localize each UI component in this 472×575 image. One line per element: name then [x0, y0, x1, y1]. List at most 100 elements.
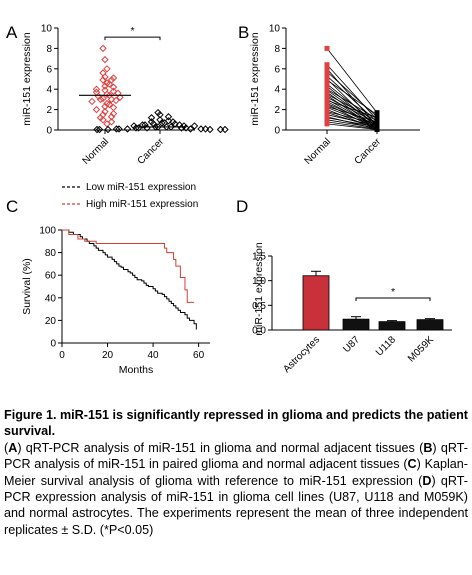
- caption-part-c: Kaplan-Meier survival analysis of glioma…: [4, 457, 468, 488]
- y-axis-label: miR-151 expression: [249, 32, 261, 126]
- pair-line: [326, 111, 378, 125]
- data-point: [116, 93, 124, 102]
- data-point: [109, 74, 118, 82]
- panel-a: A 0 2 4 6 8 10 miR-151 expression Normal Cancer *: [6, 23, 229, 167]
- bar: [302, 275, 330, 331]
- figure-caption: Figure 1. miR-151 is significantly repre…: [4, 408, 468, 537]
- y-tick-label: 10: [269, 24, 281, 35]
- pair-line: [326, 121, 378, 130]
- y-tick-label: 6: [274, 64, 280, 75]
- y-tick-label: 0.0: [252, 326, 266, 337]
- data-point: [167, 123, 175, 131]
- pair-line: [326, 117, 378, 128]
- data-point: [109, 109, 118, 118]
- panel-c: C 0 20 40 60 80 100 0 20 40 60 Survival (%) Months Lo…: [6, 182, 210, 376]
- data-point: [88, 97, 96, 106]
- data-point: [99, 44, 107, 53]
- caption-tag-d: D: [422, 473, 432, 488]
- data-point: [112, 125, 121, 133]
- data-point: [107, 113, 116, 121]
- y-tick-label: 0: [274, 126, 280, 137]
- normal-point: [324, 62, 330, 68]
- y-tick-label: 2: [46, 105, 52, 116]
- pair-line: [326, 97, 378, 124]
- pair-line: [326, 99, 378, 128]
- x-tick-label: 0: [59, 350, 65, 361]
- data-point: [115, 125, 123, 133]
- pair-line: [326, 64, 378, 121]
- bar: [378, 321, 406, 331]
- data-point: [101, 73, 109, 81]
- data-point: [123, 125, 132, 133]
- pair-line: [326, 106, 378, 123]
- panel-letter: B: [238, 23, 249, 42]
- data-point: [109, 83, 118, 91]
- y-tick-label: 8: [274, 44, 280, 55]
- pair-line: [326, 119, 378, 129]
- y-axis-label: Survival (%): [21, 258, 33, 315]
- data-point: [104, 125, 112, 134]
- data-point: [156, 110, 164, 119]
- data-point: [101, 82, 109, 90]
- y-tick-label: 0: [50, 339, 56, 350]
- data-point: [190, 122, 199, 130]
- y-tick-label: 6: [46, 64, 52, 75]
- y-tick-label: 1.0: [252, 276, 266, 287]
- data-point: [147, 118, 156, 126]
- caption-part-a: qRT-PCR analysis of miR-151 in glioma an…: [25, 440, 415, 455]
- data-point: [96, 95, 105, 104]
- legend-label: High miR-151 expression: [86, 199, 198, 210]
- y-tick-label: 20: [45, 316, 57, 327]
- data-point: [147, 114, 156, 122]
- data-point: [101, 86, 109, 94]
- caption-part-d: qRT-PCR expression analysis of miR-151 i…: [4, 473, 468, 537]
- x-tick-label: Normal: [303, 136, 334, 167]
- y-tick-label: 8: [46, 44, 52, 55]
- y-tick-label: 2: [274, 105, 280, 116]
- y-tick-label: 100: [39, 226, 56, 237]
- caption-tag-b: B: [423, 440, 433, 455]
- x-tick-label: U118: [374, 334, 398, 358]
- y-axis-label: miR-151 expression: [21, 32, 33, 126]
- y-tick-label: 0: [46, 126, 52, 137]
- x-tick-label: 20: [102, 350, 114, 361]
- panel-letter: A: [6, 23, 18, 42]
- x-tick-label: 60: [193, 350, 205, 361]
- x-tick-label: Cancer: [353, 136, 384, 167]
- data-point: [201, 125, 210, 133]
- pair-line: [326, 48, 378, 113]
- y-tick-label: 0.5: [252, 301, 266, 312]
- cancer-point: [374, 115, 380, 121]
- normal-point: [324, 69, 330, 75]
- y-tick-label: 4: [46, 85, 52, 96]
- y-tick-label: 1.5: [252, 252, 266, 263]
- significance-bracket: [355, 297, 431, 301]
- pair-line: [326, 93, 378, 122]
- data-point: [206, 125, 214, 134]
- data-point: [141, 121, 149, 129]
- data-point: [154, 123, 162, 131]
- caption-tag-a: A: [8, 440, 18, 455]
- low-survival-curve: [62, 229, 197, 330]
- normal-point: [324, 66, 330, 72]
- normal-point: [324, 45, 330, 51]
- pair-line: [326, 104, 378, 130]
- y-tick-label: 60: [45, 271, 57, 282]
- caption-part-b: qRT-PCR analysis of miR-151 in paired gl…: [4, 440, 468, 472]
- y-tick-label: 40: [45, 293, 57, 304]
- y-tick-label: 10: [41, 24, 53, 35]
- x-tick-label: Astrocytes: [281, 334, 322, 375]
- pair-line: [326, 114, 378, 127]
- panel-letter: C: [6, 197, 18, 216]
- legend-label: Low miR-151 expression: [86, 182, 196, 193]
- data-point: [107, 118, 116, 126]
- x-tick-label: 40: [148, 350, 160, 361]
- cancer-point: [374, 112, 380, 118]
- data-point: [101, 55, 109, 64]
- pair-line: [326, 85, 378, 128]
- data-point: [112, 96, 120, 105]
- data-point: [99, 69, 107, 77]
- data-point: [175, 121, 184, 129]
- high-survival-curve: [62, 229, 195, 303]
